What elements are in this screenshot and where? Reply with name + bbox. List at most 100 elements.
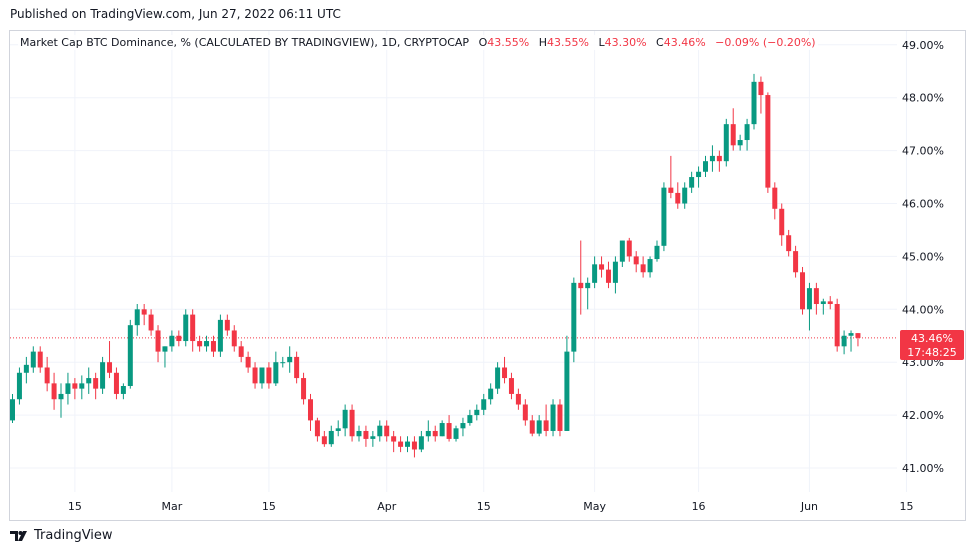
candle bbox=[10, 393, 15, 424]
candle bbox=[453, 425, 459, 442]
candle-body bbox=[661, 187, 667, 246]
candle-body bbox=[307, 399, 313, 421]
candle-body bbox=[245, 356, 251, 368]
candle-body bbox=[107, 362, 113, 373]
candle-body bbox=[716, 155, 722, 162]
candle-body bbox=[294, 356, 300, 379]
candle-body bbox=[266, 367, 272, 384]
candle bbox=[190, 309, 196, 352]
candle-body bbox=[578, 282, 584, 289]
candle-body bbox=[231, 330, 237, 347]
candle bbox=[779, 203, 785, 246]
last-price-tag: 43.46% 17:48:25 bbox=[900, 330, 964, 360]
candle bbox=[765, 92, 771, 193]
candle-body bbox=[460, 423, 466, 429]
candle bbox=[259, 367, 265, 389]
candle bbox=[841, 330, 847, 355]
candle bbox=[418, 430, 424, 453]
legend-change: −0.09% (−0.20%) bbox=[715, 36, 816, 49]
candle-body bbox=[37, 351, 43, 368]
candle bbox=[827, 296, 833, 310]
candle bbox=[65, 372, 71, 405]
candle-body bbox=[806, 288, 812, 310]
candle bbox=[93, 372, 99, 400]
candle bbox=[605, 261, 611, 289]
candle bbox=[709, 145, 715, 172]
y-tick-label: 49.00% bbox=[902, 39, 944, 52]
x-tick-label: 16 bbox=[692, 500, 706, 513]
candle bbox=[800, 266, 806, 315]
candle bbox=[370, 430, 376, 447]
candle-body bbox=[737, 140, 743, 146]
candle-body bbox=[751, 81, 757, 125]
candle bbox=[342, 404, 348, 437]
candle-body bbox=[633, 256, 639, 265]
candle bbox=[176, 330, 182, 347]
price-axis: 41.00%42.00%43.00%44.00%45.00%46.00%47.0… bbox=[902, 39, 944, 475]
candle-body bbox=[668, 187, 674, 193]
candle-body bbox=[612, 261, 618, 283]
candle bbox=[231, 325, 237, 352]
candle bbox=[287, 346, 293, 373]
candle-body bbox=[765, 95, 771, 188]
candle bbox=[460, 417, 466, 437]
candle-body bbox=[210, 341, 216, 352]
candle bbox=[689, 171, 695, 193]
candle-body bbox=[536, 420, 542, 434]
candle-body bbox=[280, 362, 286, 364]
candle bbox=[411, 436, 417, 458]
candle bbox=[744, 118, 750, 151]
candle-body bbox=[522, 404, 528, 421]
candle bbox=[585, 277, 591, 310]
candle-body bbox=[370, 436, 376, 439]
candle-body bbox=[800, 272, 806, 310]
candle bbox=[661, 182, 667, 252]
candle-body bbox=[605, 269, 611, 283]
candle-body bbox=[10, 399, 15, 421]
candle bbox=[349, 404, 355, 442]
candle bbox=[612, 256, 618, 294]
candle-body bbox=[813, 288, 819, 305]
candle bbox=[508, 372, 514, 400]
candle bbox=[633, 251, 639, 273]
candle bbox=[328, 425, 334, 447]
candle-body bbox=[30, 351, 36, 368]
candle-body bbox=[502, 367, 508, 379]
candle-body bbox=[398, 441, 404, 447]
legend-close-label: C bbox=[656, 36, 664, 49]
candle bbox=[522, 399, 528, 426]
candle bbox=[107, 341, 113, 379]
legend-symbol: Market Cap BTC Dominance, % (CALCULATED … bbox=[20, 36, 470, 49]
candle bbox=[716, 150, 722, 172]
candle-body bbox=[564, 351, 570, 431]
candle bbox=[578, 240, 584, 315]
candle bbox=[481, 393, 487, 416]
candle-body bbox=[779, 208, 785, 236]
candle-body bbox=[439, 423, 445, 437]
candle-body bbox=[820, 301, 826, 305]
candle bbox=[100, 356, 106, 394]
candle bbox=[307, 393, 313, 431]
candle-body bbox=[314, 420, 320, 437]
candle bbox=[564, 335, 570, 431]
candle bbox=[384, 420, 390, 442]
candle-body bbox=[155, 330, 161, 352]
candle bbox=[599, 256, 605, 278]
candle-body bbox=[148, 314, 154, 331]
candle-body bbox=[793, 251, 799, 273]
candle-body bbox=[786, 235, 792, 252]
candle-body bbox=[467, 415, 473, 424]
candle-body bbox=[259, 367, 265, 384]
candle-body bbox=[841, 335, 847, 347]
y-tick-label: 48.00% bbox=[902, 92, 944, 105]
candle-body bbox=[592, 264, 598, 283]
candle bbox=[737, 134, 743, 151]
candle-body bbox=[252, 367, 258, 384]
candle bbox=[86, 367, 92, 394]
candle bbox=[772, 182, 778, 220]
x-tick-label: 15 bbox=[68, 500, 82, 513]
candle-body bbox=[827, 301, 833, 305]
time-axis: 15Mar15Apr15May16Jun15Jul bbox=[68, 500, 914, 513]
candle-body bbox=[120, 386, 126, 394]
